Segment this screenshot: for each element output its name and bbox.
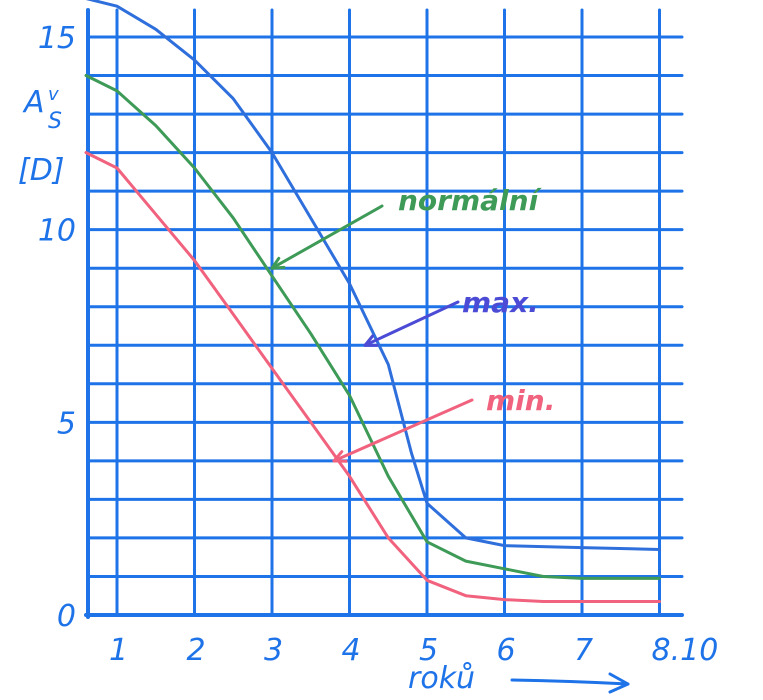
tick-labels: 1 2 3 4 5 6 7 8.10 0 5 10 15 [38,21,718,668]
series-line-3 [84,151,661,603]
annotation-arrow-1 [270,204,384,270]
x-axis-title-arrow [510,672,630,694]
x-axis-title-group: roků [408,661,630,696]
x-tick-label-7: 7 [574,633,593,668]
x-axis-title: roků [408,661,475,696]
annotation-arrowhead-2 [363,334,379,347]
annotation-arrowhead-3 [332,450,348,463]
x-tick-label-8: 8.10 [652,633,719,668]
y-axis-title-main: A [22,85,45,120]
y-tick-label-4: 15 [38,21,76,56]
annotation-label-1: normální [398,184,543,217]
y-axis-title-unit: [D] [18,153,65,188]
series-line-2 [84,74,661,580]
y-axis-title-subscript: S [48,109,62,134]
annotation-label-2: max. [462,286,539,319]
grid [86,8,684,617]
annotation-arrow-3 [332,398,474,463]
x-tick-label-5: 5 [419,633,438,668]
x-tick-label-3: 3 [264,633,283,668]
x-tick-label-4: 4 [342,633,361,668]
series-line-1 [85,0,661,551]
y-axis-title-accent: v [48,84,59,105]
x-tick-label-6: 6 [497,633,516,668]
annotation-label-3: min. [486,384,555,417]
y-tick-label-3: 10 [38,214,76,249]
y-axis-title: A S v [D] [18,84,65,188]
y-tick-label-1: 0 [57,599,76,634]
x-tick-label-1: 1 [109,633,128,668]
y-tick-label-2: 5 [57,406,76,441]
annotation-arrow-2 [363,300,460,347]
axes [84,8,684,619]
annotation-arrowhead-1 [270,256,286,270]
series-lines [84,0,661,603]
x-tick-label-2: 2 [187,633,206,668]
annotations: normální max. min. [270,184,555,463]
